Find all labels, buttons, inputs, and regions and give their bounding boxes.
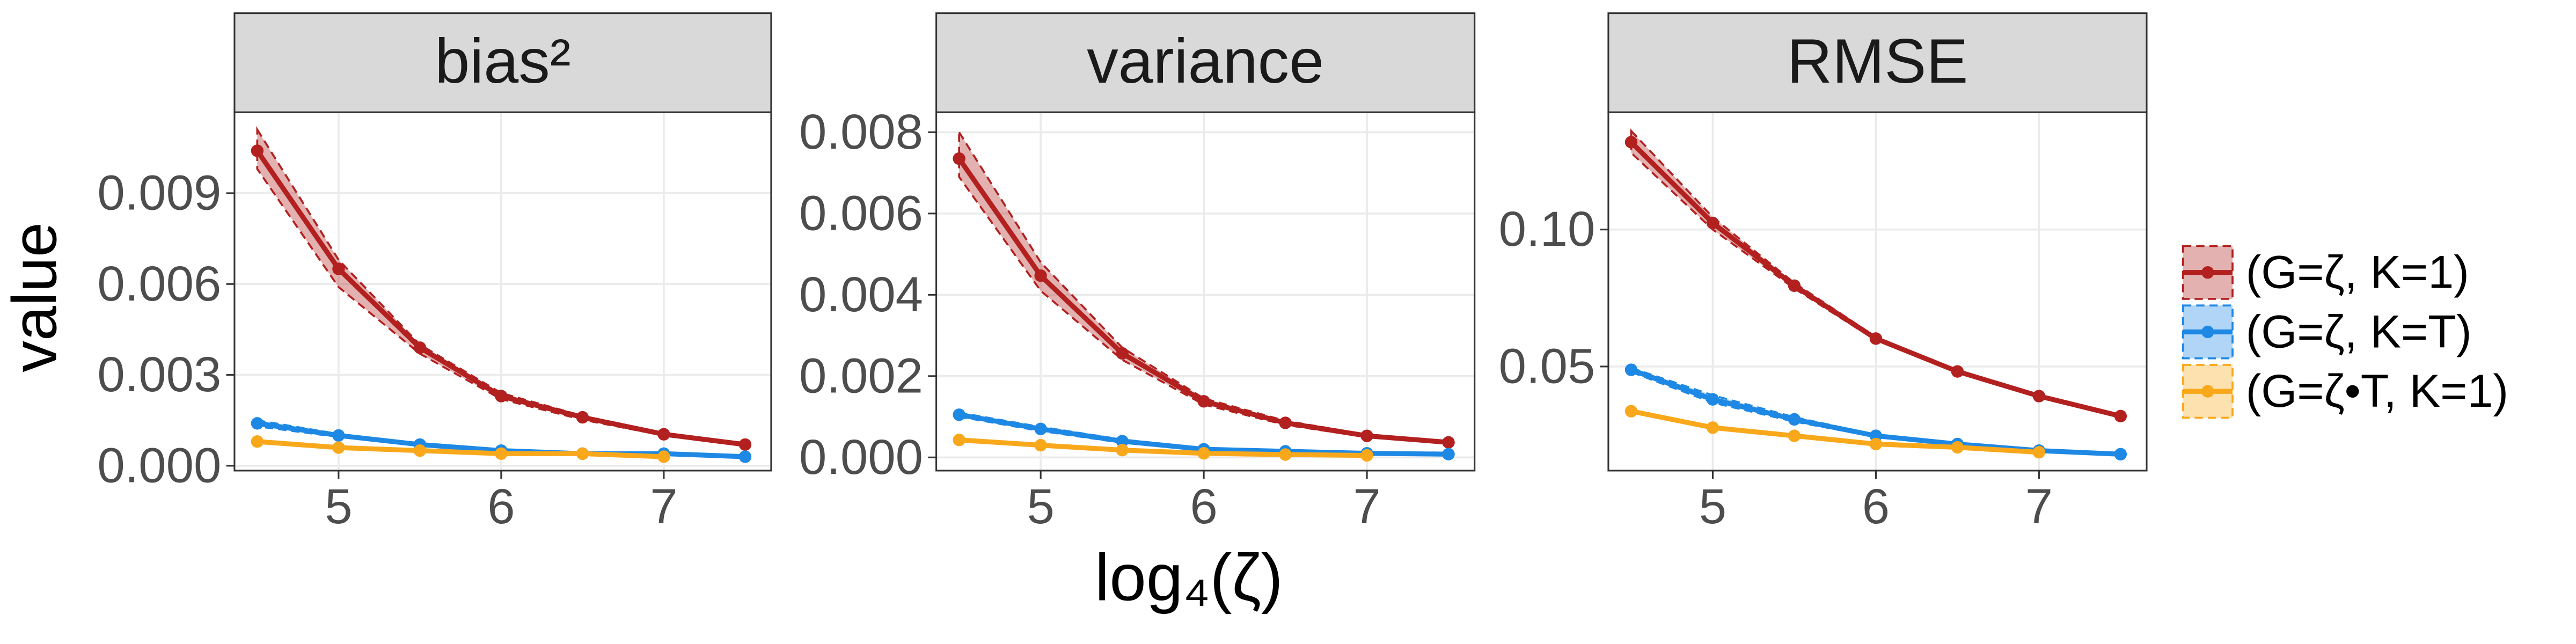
point	[738, 450, 752, 463]
point	[1442, 448, 1455, 460]
point	[495, 447, 508, 460]
point	[1197, 447, 1210, 460]
y-tick-label: 0.003	[97, 346, 221, 402]
point	[2114, 409, 2127, 423]
point	[332, 262, 345, 275]
y-tick-label: 0.006	[97, 255, 221, 311]
panel-background	[936, 112, 1475, 471]
y-tick-label: 0.004	[799, 266, 923, 322]
panel-border	[1607, 111, 2148, 472]
point	[332, 429, 345, 442]
point	[332, 441, 345, 454]
y-tick-label: 0.10	[1499, 201, 1596, 257]
point	[1034, 269, 1047, 282]
panel-background	[234, 112, 771, 471]
strip-title: RMSE	[1787, 26, 1968, 96]
x-tick-label: 5	[1027, 478, 1054, 534]
x-tick-label: 6	[1862, 478, 1890, 534]
legend-label: (G=ζ, K=T)	[2246, 306, 2472, 357]
point	[2032, 390, 2046, 402]
y-axis-label: value	[0, 222, 70, 372]
point	[738, 438, 752, 451]
y-tick-label: 0.000	[97, 437, 221, 493]
point	[251, 417, 264, 430]
point	[1951, 441, 1964, 454]
series-line	[257, 439, 664, 459]
strip-title: bias²	[435, 26, 570, 96]
panel-background	[1608, 112, 2147, 471]
point	[1624, 136, 1638, 149]
strip	[1607, 12, 2148, 113]
legend-key-point	[2201, 385, 2214, 398]
point	[953, 408, 965, 421]
point	[251, 435, 264, 448]
ribbon	[958, 128, 1450, 444]
series-line	[958, 437, 1367, 458]
point	[1788, 413, 1801, 426]
y-tick-label: 0.008	[799, 104, 923, 159]
y-tick-label: 0.05	[1499, 338, 1596, 393]
panel-border	[233, 111, 772, 472]
legend-key-point	[2201, 325, 2214, 339]
x-tick-label: 5	[1699, 478, 1726, 534]
x-tick-label: 7	[1353, 478, 1380, 534]
point	[1279, 416, 1292, 429]
point	[1116, 435, 1129, 448]
point	[1951, 365, 1964, 378]
legend-key-point	[2201, 266, 2214, 279]
panel-border	[935, 111, 1476, 472]
point	[1706, 393, 1719, 406]
point	[953, 152, 965, 165]
point	[953, 434, 965, 447]
point	[1706, 216, 1719, 230]
point	[1869, 437, 1883, 451]
point	[657, 450, 670, 463]
point	[1360, 449, 1373, 462]
point	[1034, 438, 1047, 452]
point	[1034, 422, 1047, 435]
point	[413, 444, 427, 457]
point	[1360, 429, 1373, 442]
strip-title: variance	[1087, 26, 1324, 96]
point	[1279, 448, 1292, 461]
x-tick-label: 7	[650, 478, 677, 534]
point	[1197, 395, 1210, 408]
point	[576, 447, 589, 460]
y-tick-label: 0.000	[799, 429, 923, 485]
x-tick-label: 7	[2025, 478, 2053, 534]
point	[576, 411, 589, 424]
point	[1788, 429, 1801, 442]
y-tick-label: 0.006	[799, 185, 923, 240]
point	[1116, 443, 1129, 457]
point	[1624, 405, 1638, 418]
point	[413, 341, 427, 354]
point	[2114, 448, 2127, 460]
legend-label: (G=ζ•T, K=1)	[2246, 365, 2508, 417]
point	[1116, 347, 1129, 360]
y-tick-label: 0.009	[97, 164, 221, 220]
point	[657, 428, 670, 441]
x-tick-label: 6	[1190, 478, 1217, 534]
strip	[935, 12, 1476, 113]
x-tick-label: 5	[325, 478, 352, 534]
y-tick-label: 0.002	[799, 347, 923, 403]
series-line	[1630, 408, 2039, 455]
point	[1442, 436, 1455, 449]
point	[1788, 279, 1801, 292]
x-tick-label: 6	[487, 478, 515, 534]
point	[495, 390, 508, 402]
point	[1706, 421, 1719, 434]
legend-label: (G=ζ, K=1)	[2246, 247, 2469, 298]
x-axis-label: log₄(ζ)	[1095, 541, 1283, 615]
point	[2032, 446, 2046, 459]
point	[1624, 363, 1638, 376]
strip	[233, 12, 772, 113]
point	[251, 144, 264, 157]
point	[1869, 332, 1883, 345]
